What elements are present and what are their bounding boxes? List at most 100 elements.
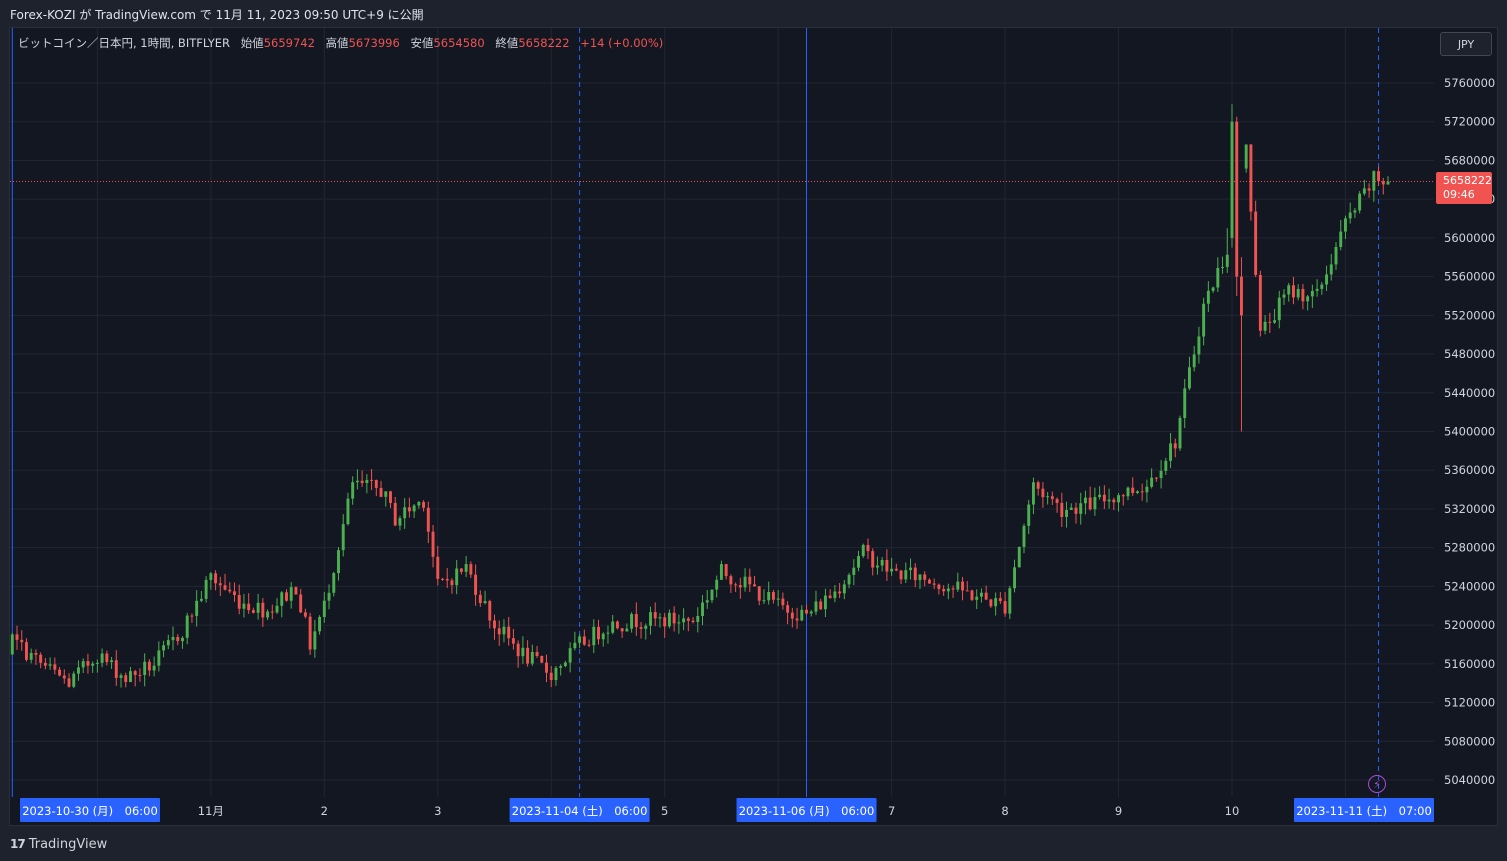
price-tick-label: 5280000 (1444, 541, 1495, 555)
candle-body (630, 614, 634, 629)
candle-body (204, 579, 208, 599)
candle-body (1273, 320, 1277, 323)
candle-body (956, 581, 960, 590)
candle-body (185, 615, 189, 638)
candle-body (143, 661, 147, 675)
candle-body (105, 653, 109, 663)
candle-body (1112, 499, 1116, 503)
candle-body (582, 636, 586, 645)
candle-body (653, 612, 657, 619)
candle-body (696, 616, 700, 622)
candle-body (526, 647, 530, 664)
candle-body (866, 544, 870, 552)
candle-body (1249, 144, 1253, 212)
time-tick-label: 10 (1225, 804, 1240, 818)
candle-body (299, 594, 303, 613)
legend-open-label: 始値 (240, 36, 264, 50)
candle-body (861, 544, 865, 557)
price-tick-label: 5400000 (1444, 425, 1495, 439)
tradingview-logo-icon: 17 (10, 837, 26, 851)
candle-body (932, 583, 936, 585)
candle-body (1154, 477, 1158, 479)
candle-body (611, 621, 615, 633)
candle-body (100, 653, 104, 663)
last-price-tag: 5658222 09:46 (1436, 172, 1492, 204)
candle-body (842, 584, 846, 594)
publish-info: Forex-KOZI が TradingView.com で 11月 11, 2… (10, 8, 424, 22)
candle-body (961, 581, 964, 591)
candle-body (984, 592, 988, 600)
candle-body (1334, 247, 1338, 265)
candle-body (1093, 497, 1097, 510)
candle-body (729, 576, 733, 585)
time-tick-label: 9 (1115, 804, 1122, 818)
candle-body (43, 662, 47, 666)
candle-body (1036, 482, 1040, 489)
candle-body (1197, 336, 1201, 355)
candle-body (412, 505, 416, 512)
candle-body (488, 601, 492, 621)
candle-body (927, 579, 931, 584)
candle-body (885, 559, 889, 572)
candle-body (644, 625, 648, 629)
tradingview-footer[interactable]: 17 TradingView (10, 834, 107, 854)
candle-body (1306, 296, 1310, 302)
candle-body (1178, 417, 1182, 449)
candle-body (852, 567, 856, 575)
legend-close-value: 5658222 (518, 36, 570, 50)
candle-body (39, 654, 43, 663)
candle-body (620, 628, 624, 632)
candle-body (308, 616, 312, 650)
candle-body (998, 598, 1002, 602)
candle-body (1192, 354, 1196, 368)
candle-body (545, 662, 548, 673)
candle-body (436, 556, 440, 579)
candle-body (767, 592, 771, 601)
last-price-value: 5658222 (1443, 174, 1492, 187)
candle-body (322, 600, 326, 617)
candle-body (20, 639, 24, 643)
candle-body (762, 600, 766, 602)
candle-body (625, 628, 629, 632)
legend-change: +14 (+0.00%) (580, 36, 664, 50)
candle-body (1173, 443, 1177, 449)
price-tick-label: 5080000 (1444, 734, 1495, 748)
candle-body (663, 617, 667, 627)
lightning-icon[interactable]: ⚡ (1368, 775, 1386, 793)
candle-body (819, 601, 823, 610)
candle-body (838, 591, 842, 594)
candle-body (199, 598, 203, 601)
candle-body (445, 578, 449, 581)
candle-body (1031, 482, 1035, 505)
candle-body (1301, 288, 1305, 302)
candle-body (776, 598, 780, 600)
candle-body (251, 610, 255, 613)
candle-body (549, 672, 553, 681)
candle-body (370, 479, 374, 481)
candle-body (256, 602, 260, 613)
candle-body (1358, 193, 1362, 211)
candle-body (823, 595, 827, 610)
candle-body (521, 647, 525, 657)
candle-body (91, 663, 95, 666)
candle-body (223, 585, 227, 590)
time-tick-label: 5 (661, 804, 668, 818)
candle-body (634, 614, 638, 628)
candle-body (34, 652, 38, 655)
candle-body (682, 618, 686, 623)
candle-body (979, 592, 983, 597)
candle-body (1055, 499, 1059, 503)
candle-body (53, 664, 57, 670)
candle-body (81, 661, 85, 668)
candle-body (615, 621, 619, 629)
currency-button[interactable]: JPY (1440, 32, 1492, 56)
candle-body (1230, 121, 1234, 238)
candle-body (805, 609, 808, 614)
candle-body (1282, 294, 1286, 298)
candle-body (228, 589, 232, 592)
candle-body (516, 643, 520, 657)
candle-body (459, 568, 463, 572)
candle-body (781, 598, 785, 606)
candle-body (209, 573, 213, 580)
